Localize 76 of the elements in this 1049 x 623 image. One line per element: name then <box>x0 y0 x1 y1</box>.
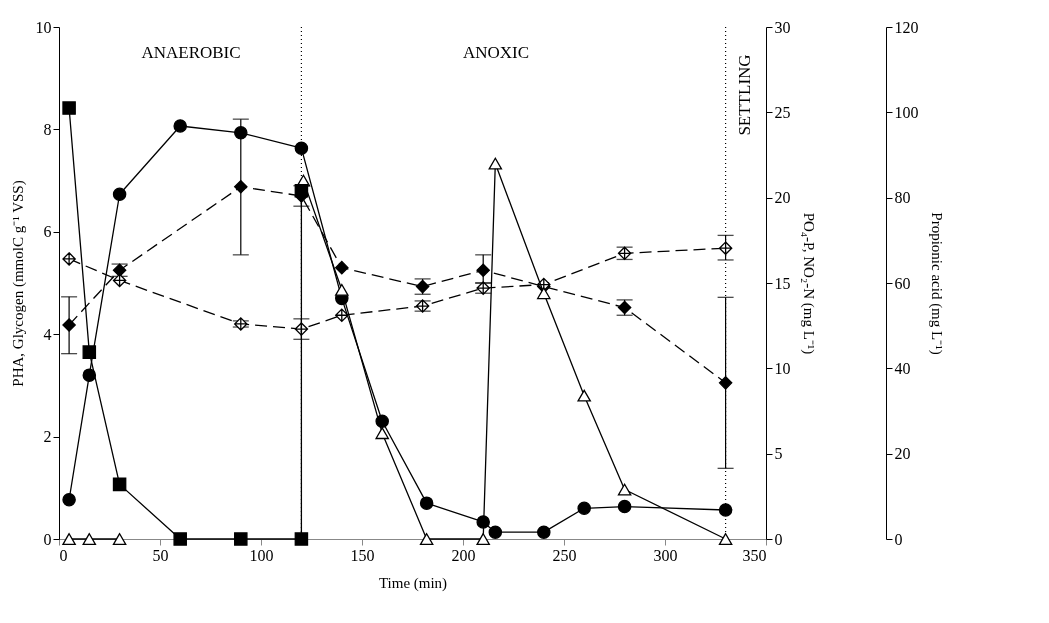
point <box>718 376 733 390</box>
y-tick-label: 4 <box>43 325 52 343</box>
point <box>62 492 76 507</box>
y-tick-label: 8 <box>43 120 52 138</box>
x-tick-label: 100 <box>249 546 274 564</box>
point <box>234 317 248 331</box>
point <box>112 273 127 288</box>
point <box>294 532 309 546</box>
point <box>488 157 503 170</box>
point <box>375 414 389 428</box>
annotation: SETTLING <box>735 54 754 136</box>
x-tick-label: 200 <box>451 546 476 564</box>
point <box>173 119 187 133</box>
y3-tick-label: 60 <box>894 274 911 292</box>
point <box>82 345 97 359</box>
point <box>617 483 632 496</box>
y3-tick-label: 0 <box>894 530 903 548</box>
point <box>234 532 248 546</box>
y3-axis-title: Propionic acid (mg L⁻¹) <box>927 212 945 355</box>
y3-tick-label: 80 <box>894 189 911 207</box>
x-tick-label: 250 <box>552 546 577 564</box>
y-tick-label: 2 <box>43 428 52 446</box>
y3-tick-label: 100 <box>894 103 919 121</box>
point <box>62 252 76 266</box>
annotation: ANOXIC <box>462 43 530 62</box>
y3-tick-label: 120 <box>894 18 919 36</box>
point <box>335 260 349 275</box>
point <box>419 496 434 510</box>
point <box>488 525 503 539</box>
x-tick-label: 150 <box>350 546 375 564</box>
y-axis-title: PHA, Glycogen (mmolC g⁻¹ VSS) <box>9 180 27 387</box>
point <box>375 427 389 440</box>
point <box>294 141 309 155</box>
point <box>476 515 490 529</box>
point <box>335 283 349 296</box>
y2-tick-label: 5 <box>774 445 783 463</box>
y2-axis-title: PO₄-P, NO₂-N (mg L⁻¹) <box>799 212 817 355</box>
point <box>112 533 127 545</box>
point <box>112 477 127 492</box>
x-tick-label: 350 <box>742 546 767 564</box>
point <box>62 318 76 332</box>
x-axis-title: Time (min) <box>378 574 448 592</box>
y-tick-label: 10 <box>35 18 52 36</box>
point <box>173 532 187 546</box>
point <box>476 533 490 545</box>
point <box>234 179 248 194</box>
y-tick-label: 6 <box>43 223 52 241</box>
point <box>62 533 76 545</box>
y2-tick-label: 20 <box>774 189 791 207</box>
point <box>112 187 127 202</box>
annotation: ANAEROBIC <box>141 43 241 62</box>
y3-tick-label: 40 <box>894 359 911 377</box>
x-tick-label: 300 <box>653 546 678 564</box>
point <box>718 533 733 545</box>
y2-tick-label: 10 <box>774 359 791 377</box>
point <box>82 533 97 545</box>
x-tick-label: 0 <box>59 546 68 564</box>
point <box>577 389 591 402</box>
y2-tick-label: 30 <box>774 18 791 36</box>
point <box>718 503 733 517</box>
point <box>537 525 551 539</box>
point <box>82 368 97 382</box>
point <box>476 263 490 277</box>
point <box>234 126 248 140</box>
y3-tick-label: 20 <box>894 445 911 463</box>
point <box>419 533 434 545</box>
point <box>537 287 551 300</box>
point <box>577 501 591 516</box>
x-tick-label: 50 <box>152 546 169 564</box>
y2-tick-label: 15 <box>774 274 791 292</box>
point <box>617 499 632 514</box>
y2-tick-label: 25 <box>774 103 791 121</box>
y-tick-label: 0 <box>43 530 52 548</box>
point <box>294 184 309 198</box>
point <box>62 101 76 115</box>
y2-tick-label: 0 <box>774 530 783 548</box>
